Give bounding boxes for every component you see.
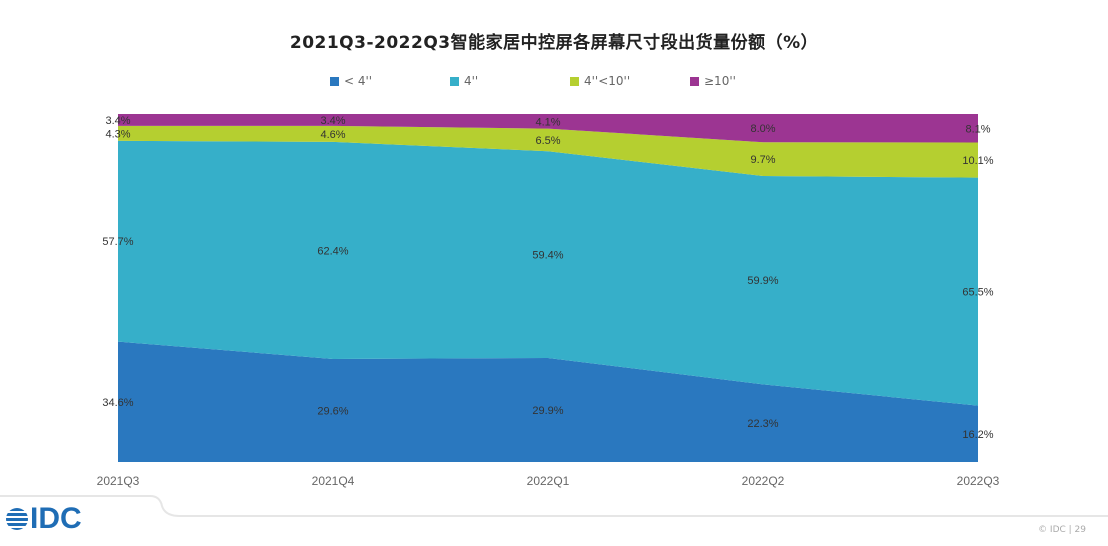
data-label: 4.6%	[320, 129, 345, 141]
area-series-0	[118, 341, 978, 462]
legend-label: 4''	[464, 74, 479, 88]
data-label: 29.9%	[532, 405, 563, 417]
legend-item: 4''<10''	[570, 74, 690, 88]
data-label: 29.6%	[317, 405, 348, 417]
idc-logo: IDC	[6, 502, 82, 536]
x-tick-label: 2022Q1	[527, 474, 570, 488]
copyright: © IDC | 29	[1038, 525, 1086, 535]
globe-icon	[6, 508, 28, 530]
data-label: 4.3%	[105, 128, 130, 140]
data-label: 34.6%	[102, 397, 133, 409]
chart-title: 2021Q3-2022Q3智能家居中控屏各屏幕尺寸段出货量份额（%）	[289, 33, 819, 53]
data-label: 4.1%	[535, 116, 560, 128]
data-label: 8.1%	[965, 123, 990, 135]
data-label: 10.1%	[962, 155, 993, 167]
x-tick-label: 2021Q3	[97, 474, 140, 488]
x-tick-label: 2022Q3	[957, 474, 1000, 488]
x-tick-label: 2021Q4	[312, 474, 355, 488]
legend-item: ≥10''	[690, 74, 810, 88]
data-label: 6.5%	[535, 135, 560, 147]
legend-swatch	[690, 76, 699, 86]
x-tick-label: 2022Q2	[742, 474, 785, 488]
data-label: 57.7%	[102, 236, 133, 248]
legend-swatch	[570, 76, 579, 86]
footer-divider	[0, 495, 1108, 517]
legend-item: 4''	[450, 74, 570, 88]
area-series-2	[118, 125, 978, 178]
legend-label: 4''<10''	[584, 74, 631, 88]
legend-swatch	[450, 76, 459, 86]
data-label: 62.4%	[317, 245, 348, 257]
legend-label: < 4''	[344, 74, 373, 88]
data-label: 9.7%	[750, 154, 775, 166]
data-label: 59.4%	[532, 250, 563, 262]
data-label: 3.4%	[105, 115, 130, 127]
area-series-1	[118, 140, 978, 406]
data-label: 8.0%	[750, 123, 775, 135]
legend-swatch	[330, 76, 339, 86]
legend-item: < 4''	[330, 74, 450, 88]
data-label: 59.9%	[747, 275, 778, 287]
logo-text: IDC	[30, 502, 82, 535]
legend-label: ≥10''	[704, 74, 736, 88]
data-label: 16.2%	[962, 429, 993, 441]
data-label: 65.5%	[962, 287, 993, 299]
area-series-3	[118, 114, 978, 143]
data-label: 22.3%	[747, 418, 778, 430]
legend: < 4'' 4'' 4''<10'' ≥10''	[330, 74, 810, 88]
data-label: 3.4%	[320, 115, 345, 127]
